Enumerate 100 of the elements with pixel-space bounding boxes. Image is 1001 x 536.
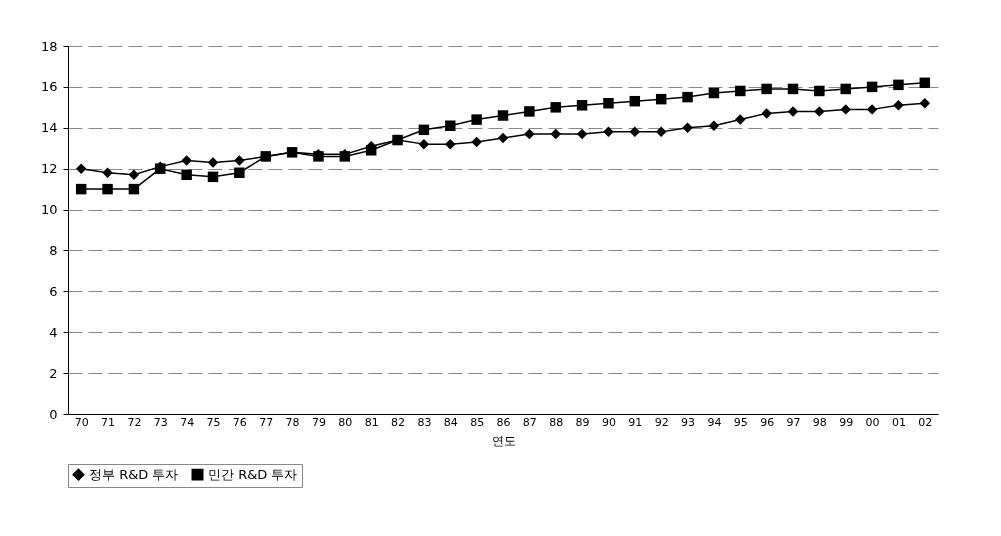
legend-label: 민간 R&D 투자 [208, 466, 298, 482]
y-tick-label: 0 [49, 406, 58, 422]
point [840, 104, 851, 115]
point [260, 151, 271, 162]
x-tick-label: 97 [786, 415, 801, 429]
point [655, 126, 667, 138]
x-tick-label: 96 [760, 415, 775, 429]
point [207, 171, 219, 183]
point [603, 126, 614, 138]
x-tick-label: 71 [101, 415, 116, 429]
x-tick-label: 73 [153, 415, 168, 429]
x-tick-label: 85 [470, 415, 485, 429]
x-tick-label: 74 [180, 415, 195, 429]
x-tick-label: 98 [812, 415, 827, 429]
point [471, 136, 482, 148]
x-tick-label: 95 [733, 415, 748, 429]
point [128, 183, 140, 195]
x-tick-label: 92 [654, 415, 669, 429]
point [629, 95, 641, 107]
point [471, 114, 482, 125]
point [75, 163, 87, 174]
point [550, 102, 561, 113]
x-tick-label: 91 [628, 415, 643, 429]
y-tick-label: 4 [49, 324, 58, 340]
point [919, 77, 931, 89]
y-tick-label: 18 [40, 38, 58, 54]
y-tick-label: 8 [49, 242, 58, 258]
point [708, 87, 720, 99]
point [893, 100, 904, 111]
y-tick-label: 6 [49, 283, 58, 299]
x-tick-label: 90 [601, 415, 616, 429]
x-tick-label: 76 [232, 415, 247, 429]
point [735, 114, 746, 125]
x-tick-label: 93 [681, 415, 696, 429]
point [497, 110, 509, 121]
point [75, 183, 87, 195]
x-tick-label: 70 [74, 415, 89, 429]
x-axis-title: 연도 [491, 433, 516, 448]
x-tick-label: 77 [259, 415, 274, 429]
point [840, 83, 851, 95]
point [655, 93, 667, 105]
point [629, 126, 641, 138]
y-tick-label: 16 [40, 79, 58, 95]
point [181, 169, 192, 181]
legend-label: 정부 R&D 투자 [89, 466, 179, 482]
x-tick-label: 02 [918, 415, 933, 429]
x-tick-label: 82 [391, 415, 406, 429]
point [576, 100, 588, 111]
point [576, 128, 588, 140]
x-tick-label: 00 [865, 415, 880, 429]
point [919, 98, 931, 109]
x-tick-label: 84 [443, 415, 458, 429]
point [524, 106, 535, 117]
point [524, 128, 535, 140]
point [365, 145, 377, 156]
x-tick-label: 72 [127, 415, 142, 429]
x-tick-label: 01 [891, 415, 906, 429]
point [497, 132, 509, 144]
x-tick-label: 79 [311, 415, 326, 429]
point [207, 157, 219, 168]
x-tick-label: 75 [206, 415, 221, 429]
point [550, 128, 561, 140]
y-tick-label: 14 [40, 120, 58, 136]
x-tick-label: 83 [417, 415, 432, 429]
point [761, 108, 772, 119]
x-tick-label: 78 [285, 415, 300, 429]
x-tick-label: 86 [496, 415, 511, 429]
point [181, 155, 192, 166]
point [445, 138, 456, 150]
y-tick-label: 2 [49, 365, 58, 381]
point [814, 85, 825, 97]
x-tick-label: 81 [364, 415, 379, 429]
x-tick-label: 87 [522, 415, 537, 429]
point [445, 120, 456, 131]
point [392, 134, 403, 146]
point [893, 79, 904, 91]
point [418, 138, 430, 150]
point [866, 81, 878, 93]
y-tick-label: 10 [40, 202, 58, 218]
point [102, 167, 113, 178]
point [102, 183, 113, 195]
point [735, 85, 746, 97]
point [814, 106, 825, 117]
point [234, 155, 245, 166]
x-tick-label: 99 [839, 415, 854, 429]
point [787, 83, 799, 95]
x-tick-label: 94 [707, 415, 722, 429]
point [866, 104, 878, 115]
point [708, 120, 720, 131]
point [418, 124, 430, 136]
point [761, 83, 772, 95]
y-tick-label: 12 [40, 161, 58, 177]
point [787, 106, 799, 117]
x-tick-label: 80 [338, 415, 353, 429]
point [234, 167, 245, 178]
point [682, 91, 693, 103]
point [128, 169, 140, 181]
x-tick-label: 88 [549, 415, 564, 429]
point [603, 98, 614, 109]
x-tick-label: 89 [575, 415, 590, 429]
